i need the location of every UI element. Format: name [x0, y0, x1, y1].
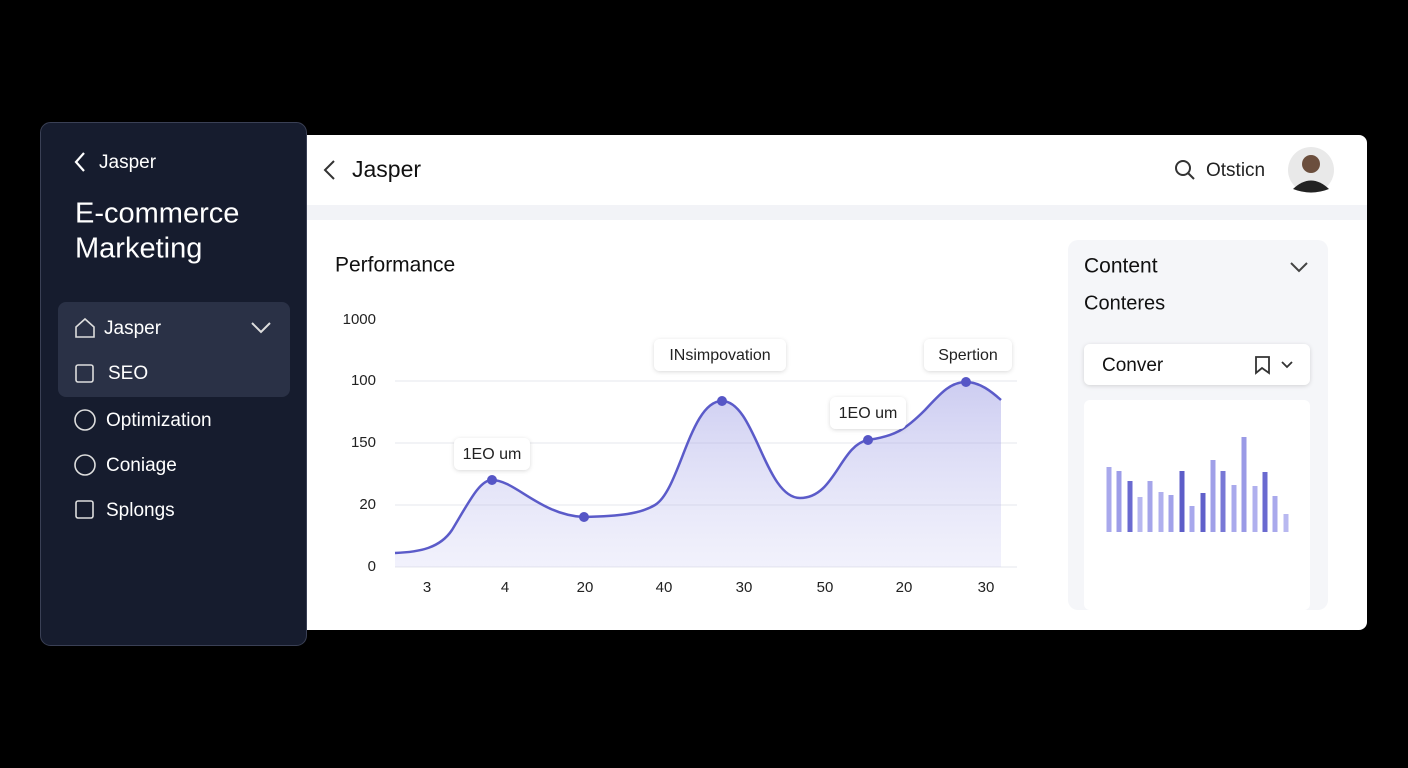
- header-title: Jasper: [352, 156, 421, 182]
- nav-item[interactable]: Jasper: [104, 318, 162, 339]
- callout: [454, 438, 530, 470]
- point: [863, 435, 873, 445]
- mini-bar: [1241, 437, 1247, 532]
- mini-chart-card: [1084, 400, 1310, 610]
- mini-bar: [1220, 471, 1226, 532]
- y-tick-label: 1000: [343, 311, 376, 328]
- search-icon[interactable]: [1175, 160, 1191, 176]
- mini-bar: [1179, 471, 1185, 532]
- mini-bar: [1137, 497, 1143, 532]
- optimization-icon: [74, 409, 96, 431]
- avatar-body: [1293, 180, 1329, 193]
- nav-item[interactable]: Splongs: [106, 500, 175, 521]
- nav-item[interactable]: Optimization: [106, 410, 212, 431]
- y-tick-label: 100: [351, 372, 376, 389]
- performance-title: Performance: [335, 254, 455, 277]
- callout-label: INsimpovation: [669, 347, 770, 364]
- nav-group: [58, 302, 290, 397]
- x-tick-label: 3: [423, 579, 431, 596]
- sidebar-title: Marketing: [75, 233, 202, 265]
- back-icon[interactable]: [323, 160, 335, 180]
- callout-label: 1EO um: [839, 405, 898, 422]
- mini-bar: [1147, 481, 1153, 532]
- mini-bar: [1189, 506, 1195, 532]
- y-tick-label: 150: [351, 434, 376, 451]
- annotations: 1EO um INsimpovation 1EO um Spertion: [454, 339, 1012, 470]
- callout-label: 1EO um: [463, 446, 522, 463]
- point: [717, 396, 727, 406]
- x-tick-label: 50: [817, 579, 834, 596]
- dropdown[interactable]: [1084, 344, 1310, 385]
- mini-bar: [1283, 514, 1289, 532]
- mini-bar: [1168, 495, 1174, 532]
- x-axis: 3 4 20 40 30 50 20 30: [423, 579, 995, 596]
- mini-bar: [1127, 481, 1133, 532]
- sidebar-back[interactable]: Jasper: [99, 152, 157, 173]
- x-tick-label: 30: [736, 579, 753, 596]
- bookmark-icon: [1255, 356, 1270, 375]
- search-label[interactable]: Otsticn: [1206, 160, 1265, 181]
- y-tick-label: 20: [359, 496, 376, 513]
- sidebar-title: E-commerce: [75, 198, 239, 230]
- splongs-icon: [75, 500, 94, 519]
- callout-label: Spertion: [938, 347, 998, 364]
- x-tick-label: 20: [577, 579, 594, 596]
- callout: [654, 339, 786, 371]
- content-subtitle: Conteres: [1084, 292, 1165, 314]
- header-divider: [306, 205, 1367, 220]
- nav-chevron[interactable]: [251, 322, 271, 334]
- mini-bar: [1252, 486, 1258, 532]
- point: [487, 475, 497, 485]
- callout: [830, 397, 906, 429]
- search-icon-handle: [1187, 172, 1195, 180]
- nav-item[interactable]: SEO: [108, 363, 148, 384]
- mini-bar: [1158, 492, 1164, 532]
- x-tick-label: 40: [656, 579, 673, 596]
- x-tick-label: 20: [896, 579, 913, 596]
- seo-icon: [75, 364, 94, 383]
- y-tick-label: 0: [368, 558, 376, 575]
- x-tick-label: 4: [501, 579, 509, 596]
- home-icon: [75, 317, 95, 338]
- content-title: Content: [1084, 255, 1158, 278]
- avatar-face: [1302, 155, 1320, 173]
- x-tick-label: 30: [978, 579, 995, 596]
- mini-bar: [1116, 471, 1122, 532]
- coniage-icon: [74, 454, 96, 476]
- sidebar-back-icon[interactable]: [74, 152, 85, 172]
- mini-bar: [1272, 496, 1278, 532]
- content-chevron[interactable]: [1290, 262, 1308, 273]
- callout: [924, 339, 1012, 371]
- point: [579, 512, 589, 522]
- area-fill: [395, 382, 1001, 567]
- dropdown-label: Conver: [1102, 355, 1164, 376]
- mini-bar: [1200, 493, 1206, 532]
- mini-chart: [1106, 437, 1289, 532]
- dropdown-chevron: [1281, 361, 1293, 369]
- mini-bar: [1231, 485, 1237, 532]
- mini-bar: [1210, 460, 1216, 532]
- nav: Jasper SEO Optimization Coniage Splongs: [104, 318, 212, 521]
- point: [961, 377, 971, 387]
- points: [487, 377, 971, 522]
- nav-item[interactable]: Coniage: [106, 455, 177, 476]
- mini-bar: [1262, 472, 1268, 532]
- mini-bar: [1106, 467, 1112, 532]
